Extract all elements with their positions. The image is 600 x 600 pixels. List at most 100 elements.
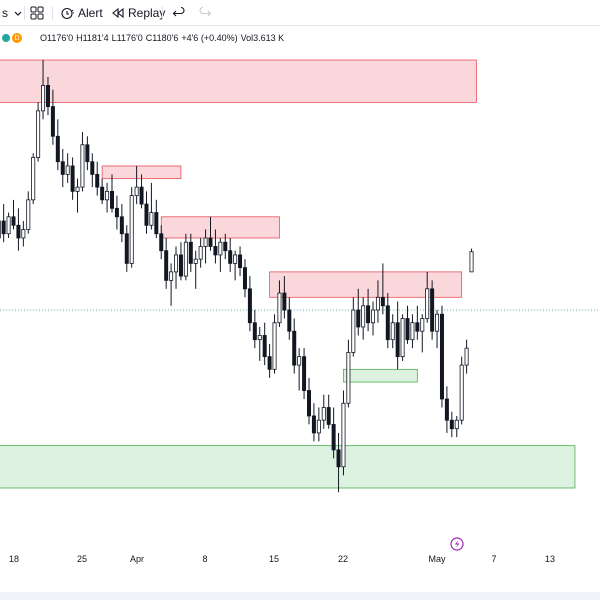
candle [297,348,302,391]
candle [80,132,85,192]
candle [60,148,65,188]
candle [55,119,60,171]
candle [366,288,371,332]
bottom-panel-strip [0,592,600,600]
candle [26,191,31,234]
interval-dropdown[interactable]: s [2,0,24,26]
candle [385,293,390,349]
legend-high: H1181'4 [76,33,109,43]
market-open-status-icon [2,34,10,42]
supply-zone[interactable] [269,271,463,298]
replay-button[interactable]: Replay [112,0,165,26]
candle [41,60,46,120]
candle [336,432,341,493]
candle [16,208,21,251]
legend-volume: Vol3.613 K [240,33,285,43]
time-axis-label: 18 [9,554,19,564]
legend-close: C1180'6 [145,33,179,43]
toolbar-divider [52,6,53,20]
indicators-templates-button[interactable] [30,0,44,26]
candle [415,305,420,340]
candle [405,305,410,344]
demand-zone[interactable] [0,445,576,489]
candle [252,310,257,349]
candle [449,411,454,438]
candle [390,314,395,349]
undo-button[interactable] [172,0,186,26]
candle [410,314,415,349]
top-toolbar: s Alert Replay [0,0,600,26]
alert-label: Alert [78,6,103,20]
supply-zone[interactable] [0,59,477,103]
time-axis-label: 7 [491,554,496,564]
candle [85,136,90,171]
candle [198,237,203,268]
candle [292,318,297,374]
candle [134,165,139,205]
time-axis-label: May [428,554,446,564]
legend-change: +4'6 (+0.40%) [181,33,238,43]
candle [375,280,380,323]
candle [119,204,124,243]
time-axis-label: Apr [130,554,144,564]
candle [326,394,331,429]
candle [213,229,218,264]
candle [435,310,440,349]
candle [31,153,36,205]
candle [282,276,287,319]
candle [223,233,228,260]
candle [316,407,321,442]
interval-label: s [2,6,8,20]
candle [400,314,405,361]
toolbar-divider [162,6,163,20]
candle [420,314,425,353]
candle [21,221,26,247]
candle [139,174,144,209]
candle [154,199,159,238]
demand-zone[interactable] [343,368,418,383]
time-axis: 18 25 Apr 8 15 22 May 7 13 [9,554,555,564]
candle [45,76,50,116]
candle [178,242,183,281]
candle [218,237,223,272]
candle [361,297,366,340]
candle [257,326,262,361]
time-axis-label: 25 [77,554,87,564]
redo-button[interactable] [198,0,212,26]
candle [439,305,444,408]
candle [247,276,252,332]
candle [65,153,70,183]
alert-button[interactable]: Alert [60,0,103,26]
supply-zone[interactable] [160,216,280,239]
candle [341,390,346,476]
candle [346,339,351,408]
candle [6,212,11,238]
toolbar-divider [24,6,25,20]
price-chart[interactable]: 18 25 Apr 8 15 22 May 7 13 [0,26,600,592]
grid-icon [30,6,44,20]
candle [149,182,154,230]
candle [1,204,6,243]
candle [105,182,110,213]
news-event-marker[interactable] [450,537,464,551]
candle [208,216,213,251]
replay-label: Replay [128,6,166,20]
candle [311,403,316,442]
candle [262,322,267,366]
candle [36,102,41,162]
candle [164,237,169,289]
candle [174,246,179,289]
time-axis-label: 22 [338,554,348,564]
candle [95,161,100,196]
candle [425,271,430,323]
legend-open: O1176'0 [40,33,74,43]
candle [110,174,115,213]
candle [228,237,233,272]
candle [469,248,474,273]
candle [70,157,75,200]
candle [380,263,385,315]
candle [114,195,119,230]
time-axis-label: 8 [202,554,207,564]
candle [331,407,336,459]
candle [50,89,55,145]
